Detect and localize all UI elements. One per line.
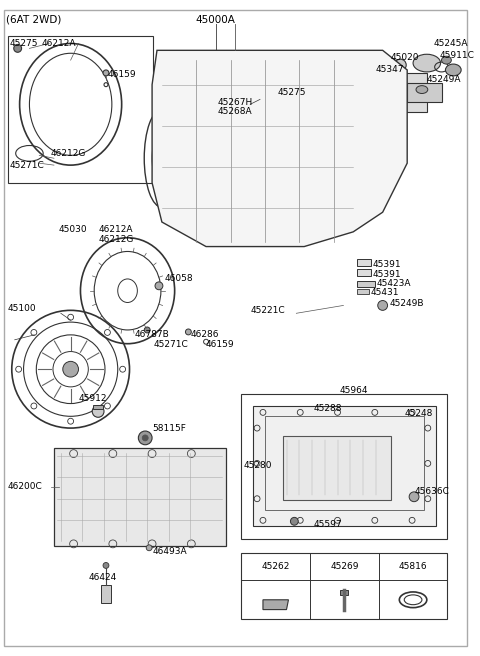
Bar (54, 447, 226, 546)
Circle shape (103, 562, 109, 568)
Circle shape (14, 45, 22, 52)
Text: 45269: 45269 (330, 562, 359, 571)
Bar (8, 35, 153, 183)
Text: 46787B: 46787B (134, 331, 169, 339)
Circle shape (146, 545, 152, 551)
Text: 45249B: 45249B (390, 299, 424, 308)
Circle shape (378, 300, 387, 310)
Bar (283, 436, 391, 500)
Circle shape (232, 101, 239, 107)
Text: 45275: 45275 (277, 88, 306, 97)
Text: 45267H: 45267H (218, 98, 253, 107)
Text: 46212A: 46212A (98, 226, 132, 234)
Text: 45423A: 45423A (377, 279, 411, 289)
Text: 46493A: 46493A (152, 547, 187, 556)
Text: (6AT 2WD): (6AT 2WD) (6, 15, 61, 25)
Text: 45221C: 45221C (250, 306, 285, 315)
Text: 46424: 46424 (88, 573, 117, 582)
Text: 45275: 45275 (10, 39, 38, 48)
Circle shape (185, 329, 192, 335)
Text: 45271C: 45271C (154, 340, 189, 349)
Text: 45020: 45020 (391, 52, 419, 62)
Bar (357, 269, 371, 276)
Text: 45911C: 45911C (440, 51, 474, 60)
Ellipse shape (442, 56, 451, 64)
Text: 46212G: 46212G (51, 149, 86, 158)
Text: 46058: 46058 (165, 274, 193, 283)
Text: 45597: 45597 (314, 520, 343, 529)
Text: 46159: 46159 (206, 340, 235, 349)
Bar (253, 407, 436, 526)
Text: 46212G: 46212G (98, 236, 133, 244)
Bar (397, 73, 427, 112)
Bar (101, 585, 111, 603)
Text: 45271C: 45271C (10, 161, 45, 170)
Text: 45245A: 45245A (434, 39, 468, 48)
Text: 45280: 45280 (243, 461, 272, 470)
Text: 45030: 45030 (59, 226, 87, 234)
Circle shape (272, 96, 277, 102)
Circle shape (155, 282, 163, 290)
Ellipse shape (413, 54, 441, 72)
Polygon shape (152, 51, 407, 247)
Text: 45268A: 45268A (218, 107, 252, 115)
Circle shape (144, 327, 150, 333)
Circle shape (290, 518, 298, 525)
Circle shape (92, 405, 104, 417)
Circle shape (142, 435, 148, 441)
Text: 45431: 45431 (371, 288, 399, 297)
Text: 45000A: 45000A (196, 15, 236, 25)
Bar (357, 259, 371, 266)
Text: 46159: 46159 (108, 70, 136, 79)
Circle shape (409, 492, 419, 502)
Text: 45391: 45391 (373, 260, 401, 269)
Bar (357, 281, 375, 287)
Text: 46200C: 46200C (8, 482, 43, 491)
Text: 45249A: 45249A (427, 75, 461, 84)
Bar (241, 553, 447, 619)
Bar (357, 289, 369, 294)
Circle shape (103, 70, 109, 76)
Text: 45816: 45816 (399, 562, 427, 571)
Circle shape (138, 431, 152, 445)
Text: 45964: 45964 (339, 386, 368, 396)
Bar (93, 405, 103, 409)
Bar (340, 590, 348, 595)
Ellipse shape (63, 361, 79, 377)
Bar (241, 394, 447, 539)
Text: 46212A: 46212A (41, 39, 76, 48)
Text: 45288: 45288 (314, 404, 342, 413)
Text: 45912: 45912 (79, 394, 107, 403)
Text: 45248: 45248 (404, 409, 432, 418)
Text: 45347: 45347 (376, 66, 404, 74)
Circle shape (395, 59, 406, 71)
Polygon shape (263, 600, 288, 609)
Text: 45636C: 45636C (415, 487, 450, 497)
Text: 45391: 45391 (373, 270, 401, 279)
Text: 45100: 45100 (8, 304, 36, 313)
Bar (265, 417, 424, 510)
Bar (407, 83, 442, 102)
Text: 58115F: 58115F (152, 424, 186, 432)
Ellipse shape (445, 64, 461, 76)
Ellipse shape (416, 86, 428, 94)
Text: 46286: 46286 (191, 331, 219, 339)
Text: 45262: 45262 (262, 562, 290, 571)
